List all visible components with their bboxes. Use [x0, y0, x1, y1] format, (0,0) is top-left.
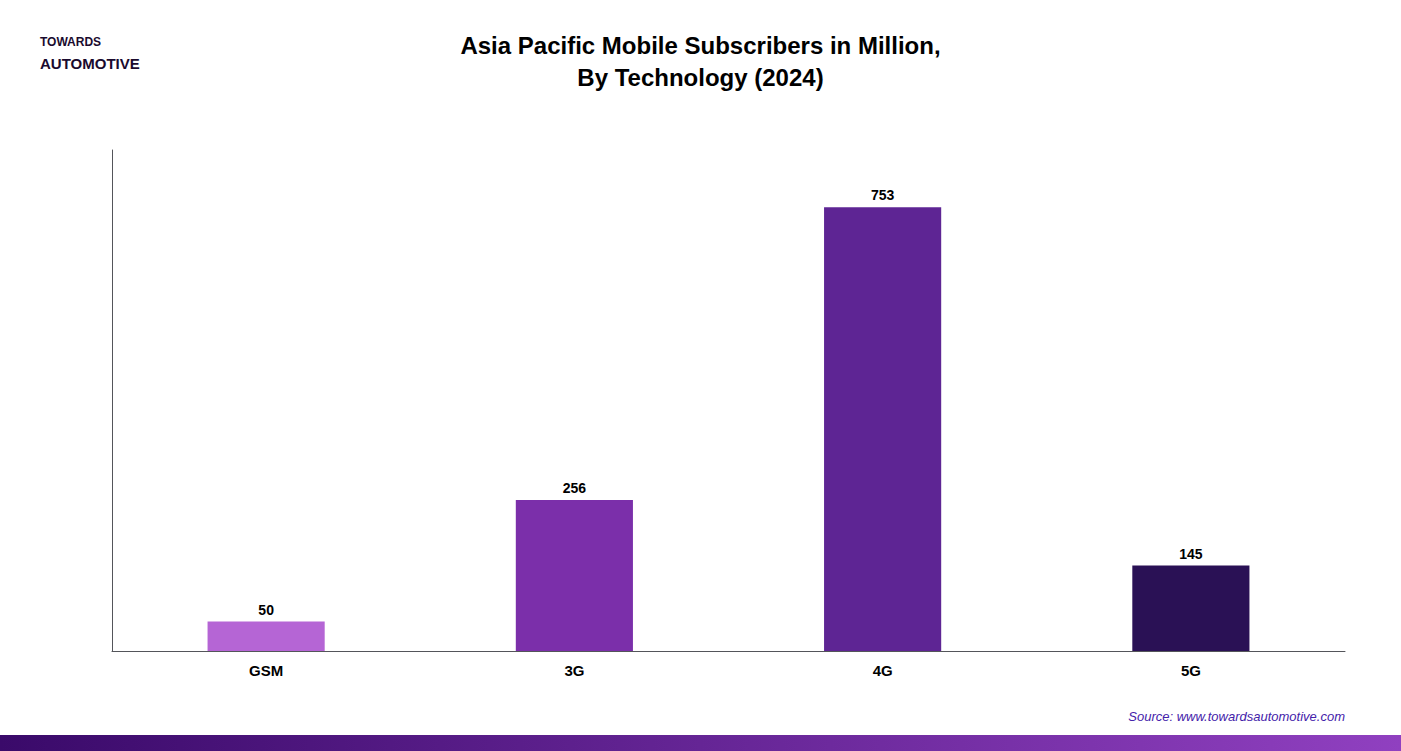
svg-text:GSM: GSM: [249, 662, 283, 679]
svg-text:Asia Pacific Mobile Subscriber: Asia Pacific Mobile Subscribers in Milli…: [460, 32, 940, 59]
svg-text:4G: 4G: [873, 662, 893, 679]
svg-text:3G: 3G: [564, 662, 584, 679]
svg-text:256: 256: [563, 480, 587, 496]
svg-text:TOWARDS: TOWARDS: [40, 35, 101, 49]
svg-text:By Technology (2024): By Technology (2024): [577, 64, 823, 91]
svg-text:50: 50: [258, 602, 274, 618]
svg-text:Source: www.towardsautomotive.: Source: www.towardsautomotive.com: [1128, 709, 1345, 724]
svg-text:5G: 5G: [1181, 662, 1201, 679]
svg-text:145: 145: [1179, 546, 1203, 562]
svg-text:753: 753: [871, 187, 895, 203]
svg-text:AUTOMOTIVE: AUTOMOTIVE: [40, 55, 140, 72]
